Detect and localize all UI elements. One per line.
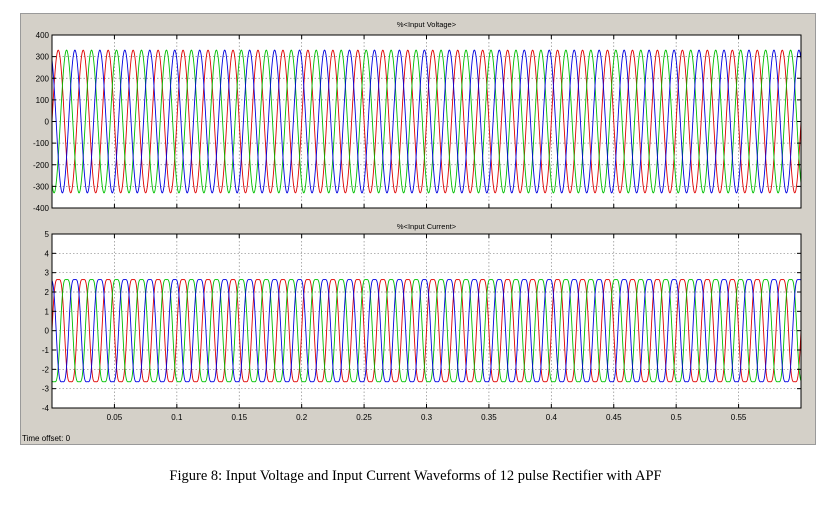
x-tick-label: 0.3 (421, 413, 433, 422)
x-tick-label: 0.45 (606, 413, 622, 422)
x-tick-label: 0.35 (481, 413, 497, 422)
x-tick-label: 0.5 (671, 413, 683, 422)
y-tick-label: 200 (36, 74, 50, 83)
y-tick-label: -2 (42, 365, 50, 374)
axes-1: %<Input Voltage> 400 300 200 100 0 -100 -200 -30… (33, 20, 802, 213)
y-tick-label: -3 (42, 385, 50, 394)
x-tick-label: 0.05 (107, 413, 123, 422)
y-tick-label: -200 (33, 161, 50, 170)
y-tick-label: 4 (45, 249, 50, 258)
y-tick-label: -1 (42, 346, 50, 355)
figure-caption: Figure 8: Input Voltage and Input Curren… (169, 468, 662, 484)
x-tick-label: 0.2 (296, 413, 308, 422)
series-line-phase-3 (51, 279, 802, 383)
y-tick-label: 3 (45, 269, 50, 278)
y-tick-label: 100 (36, 96, 50, 105)
series-line-phase-1 (51, 49, 802, 194)
y-tick-label: 300 (36, 53, 50, 62)
y-tick-label: 400 (36, 31, 50, 40)
series-line-phase-1 (51, 279, 802, 383)
series-line-phase-2 (51, 49, 802, 194)
axes-title: %<Input Voltage> (397, 20, 457, 29)
x-tick-label: 0.15 (231, 413, 247, 422)
y-tick-label: -100 (33, 139, 50, 148)
series-line-phase-3 (51, 49, 802, 194)
y-tick-label: 5 (45, 230, 50, 239)
axes-title: %<Input Current> (397, 222, 457, 231)
series-line-phase-2 (51, 279, 802, 383)
x-tick-label: 0.4 (546, 413, 558, 422)
x-tick-label: 0.55 (731, 413, 747, 422)
x-tick-label: 0.1 (171, 413, 183, 422)
y-tick-label: -4 (42, 404, 50, 413)
y-tick-label: 0 (45, 118, 50, 127)
axes-2: %<Input Current> 5 4 3 2 1 0 -1 -2 -3 -4 0.05 0.1 0.1… (42, 222, 802, 422)
y-tick-label: 1 (45, 307, 50, 316)
y-tick-label: -400 (33, 204, 50, 213)
y-tick-label: -300 (33, 182, 50, 191)
y-tick-label: 2 (45, 288, 50, 297)
x-tick-label: 0.25 (356, 413, 372, 422)
time-offset-label: Time offset: 0 (22, 434, 71, 443)
y-tick-label: 0 (45, 327, 50, 336)
